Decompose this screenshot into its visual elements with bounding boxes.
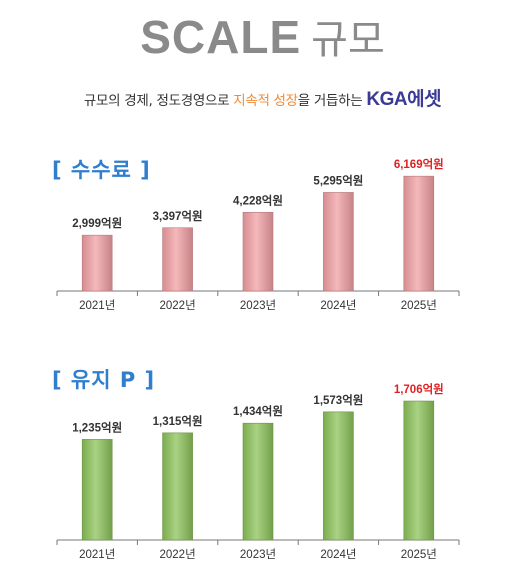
title-main: SCALE: [140, 11, 302, 63]
fee-chart: [ 수수료 ] 2,999억원 2021년 3,397억원 2022년 4,228억원 2…: [0, 140, 525, 320]
retention-bar: [403, 400, 435, 541]
subtitle-prefix: 규모의 경제, 정도경영으로: [83, 93, 234, 109]
retention-bar: [162, 432, 193, 541]
retention-category-label: 2024년: [320, 548, 356, 560]
fee-category-label: 2021년: [79, 299, 115, 312]
fee-chart-svg: 2,999억원 2021년 3,397억원 2022년 4,228억원 2023년 5,29…: [56, 157, 460, 312]
retention-category-label: 2023년: [240, 548, 276, 560]
retention-category-label: 2025년: [401, 548, 437, 560]
subtitle-highlight: 지속적 성장: [233, 93, 298, 109]
retention-value-label: 1,434억원: [233, 404, 283, 418]
retention-value-label: 1,315억원: [153, 414, 203, 428]
subtitle-middle: 을 거듭하는: [297, 93, 367, 109]
retention-chart-svg: 1,235억원 2021년 1,315억원 2022년 1,434억원 2023년 1,57…: [56, 382, 460, 560]
fee-category-label: 2022년: [160, 299, 196, 312]
fee-bar: [81, 234, 113, 292]
page-title: SCALE 규모: [0, 8, 525, 71]
fee-bar: [162, 227, 193, 292]
fee-category-label: 2023년: [240, 299, 276, 312]
retention-bar: [323, 411, 354, 541]
retention-chart-title: [ 유지 P ]: [52, 368, 156, 392]
retention-category-label: 2021년: [79, 548, 115, 560]
retention-category-label: 2022년: [160, 548, 196, 560]
subtitle-brand: KGA에셋: [366, 89, 442, 110]
fee-value-label: 3,397억원: [153, 209, 203, 223]
fee-chart-title: [ 수수료 ]: [52, 158, 151, 182]
fee-value-label: 4,228억원: [233, 193, 283, 207]
subtitle: 규모의 경제, 정도경영으로 지속적 성장을 거듭하는 KGA에셋: [0, 84, 525, 111]
title-sub: 규모: [311, 17, 385, 63]
fee-category-label: 2025년: [401, 299, 437, 312]
retention-chart: [ 유지 P ] 1,235억원 2021년 1,315억원 2022년 1,434억원…: [0, 350, 525, 560]
fee-bar: [403, 175, 435, 292]
fee-value-label: 2,999억원: [72, 216, 122, 230]
fee-value-label: 6,169억원: [394, 157, 444, 171]
retention-bar: [242, 422, 274, 541]
retention-bar: [81, 439, 113, 541]
retention-value-label: 1,235억원: [72, 420, 122, 434]
fee-bar: [323, 192, 354, 292]
fee-category-label: 2024년: [320, 299, 356, 312]
retention-value-label: 1,573억원: [313, 393, 363, 407]
fee-bar: [242, 211, 274, 292]
fee-value-label: 5,295억원: [313, 173, 363, 187]
retention-value-label: 1,706억원: [394, 382, 444, 396]
